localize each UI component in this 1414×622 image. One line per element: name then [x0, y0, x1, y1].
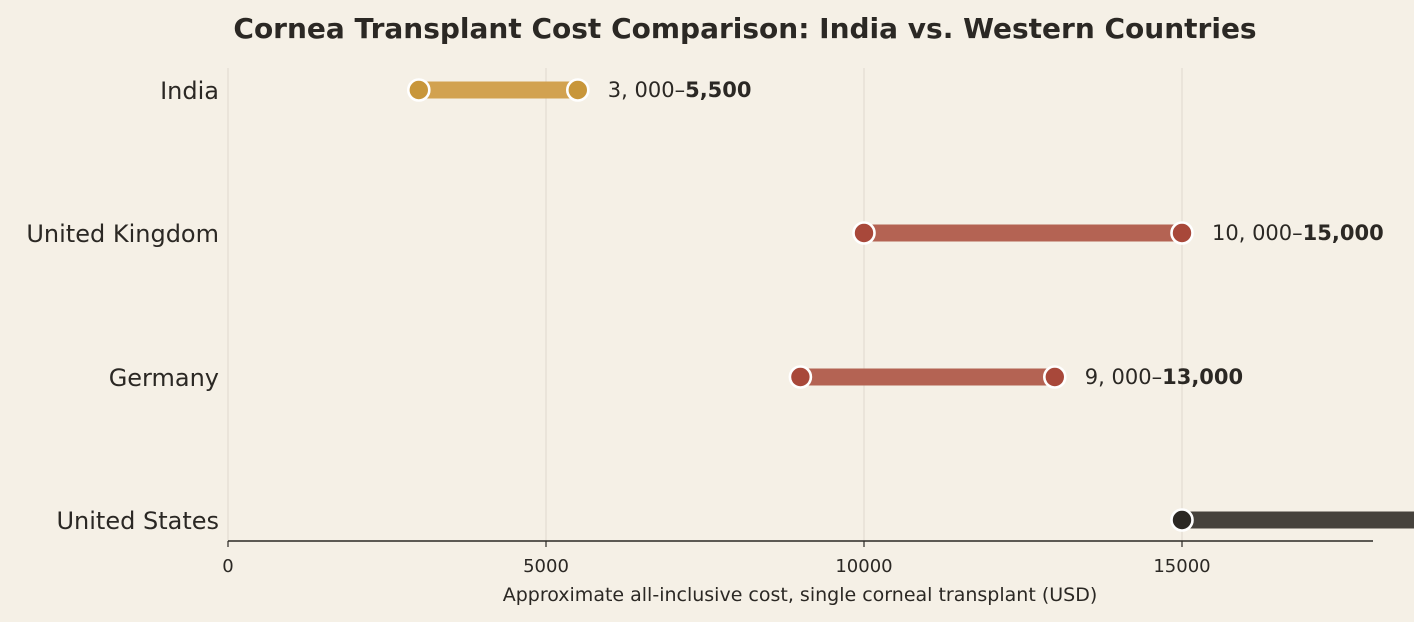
range-bars: [418, 81, 1414, 529]
category-label: Germany: [109, 364, 219, 392]
range-low-point: [852, 221, 876, 245]
range-value-label: 3, 000–5,500: [608, 78, 752, 102]
category-labels: India United Kingdom Germany United States: [26, 77, 219, 535]
category-label: United States: [56, 507, 219, 535]
range-endpoints: [406, 78, 1194, 532]
category-label: United Kingdom: [26, 220, 219, 248]
range-low-point: [406, 78, 431, 102]
range-low-text: 9, 000–: [1085, 365, 1162, 389]
range-high-point: [1043, 365, 1067, 389]
range-low-point: [1170, 508, 1194, 532]
range-high-point: [565, 78, 590, 102]
x-tick-label: 15000: [1153, 556, 1210, 577]
range-low-point: [788, 365, 813, 389]
range-high-text: 15,000: [1303, 221, 1384, 245]
range-high-text: 13,000: [1162, 365, 1243, 389]
x-tick-label: 10000: [835, 556, 892, 577]
range-high-text: 5,500: [685, 78, 751, 102]
grid-lines: [227, 68, 1183, 541]
x-axis-label: Approximate all-inclusive cost, single c…: [503, 584, 1098, 606]
range-low-text: 10, 000–: [1212, 221, 1303, 245]
range-value-label: 10, 000–15,000: [1212, 221, 1384, 245]
range-high-point: [1170, 221, 1194, 245]
range-low-text: 3, 000–: [608, 78, 685, 102]
range-value-label: 9, 000–13,000: [1085, 365, 1243, 389]
x-tick-label: 0: [222, 556, 233, 577]
category-label: India: [160, 77, 219, 105]
x-axis-ticks: 05000100001500020000250003000035000: [222, 541, 1211, 577]
x-tick-label: 5000: [523, 556, 569, 577]
chart-title: Cornea Transplant Cost Comparison: India…: [233, 12, 1256, 45]
